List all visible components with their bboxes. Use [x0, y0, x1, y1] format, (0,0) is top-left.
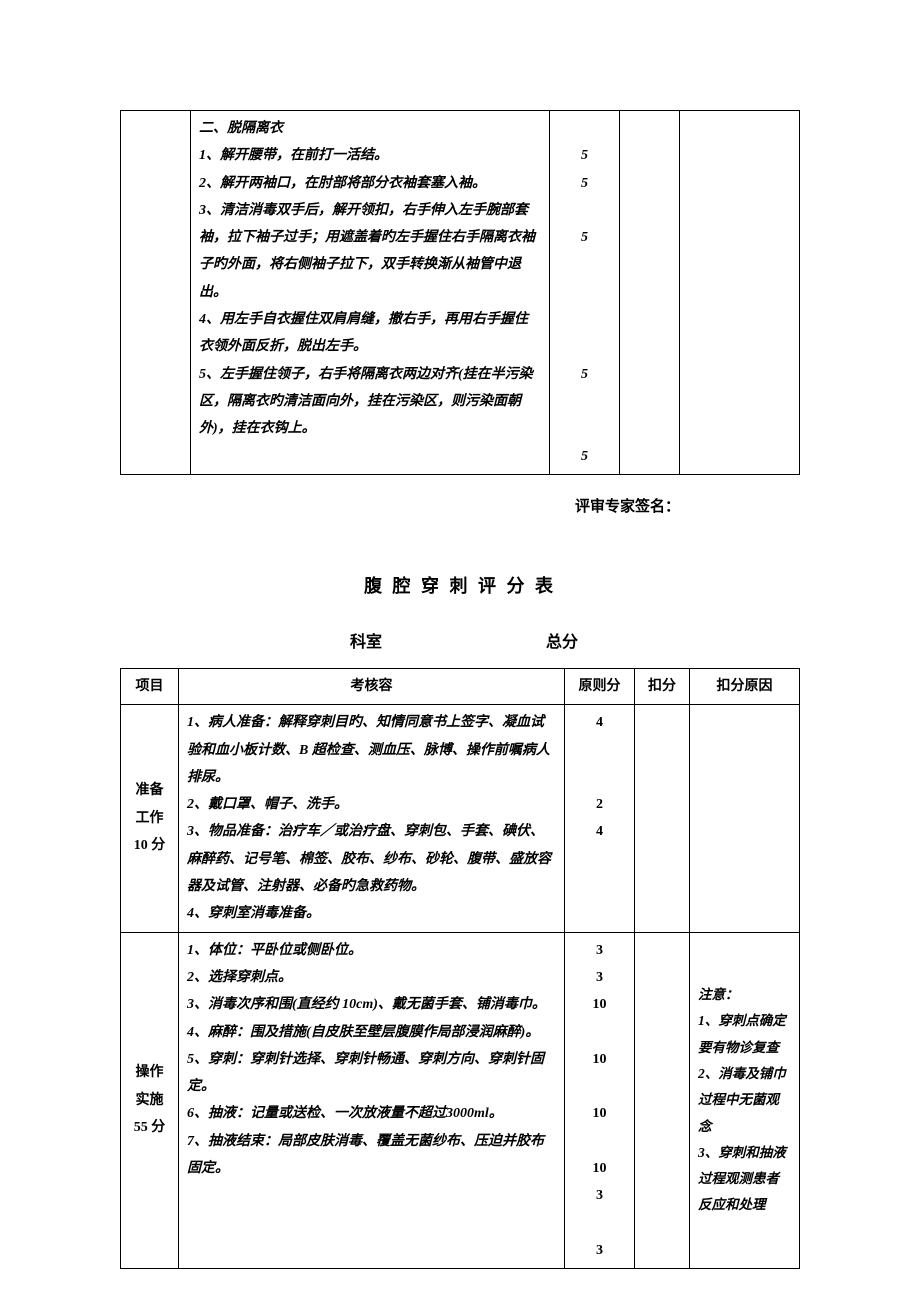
hdr-score: 原则分	[565, 668, 635, 704]
r1-scores: 4 2 4	[565, 705, 635, 932]
t1-proj-cell	[121, 111, 191, 475]
dept-label: 科室	[350, 628, 382, 658]
r1-reason	[690, 705, 800, 932]
hdr-proj: 项目	[121, 668, 179, 704]
r2-content: 1、体位：平卧位或侧卧位。 2、选择穿刺点。 3、消毒次序和围(直经约 10cm…	[179, 932, 565, 1269]
signature-line: 评审专家签名：	[120, 493, 680, 522]
t1-content-cell: 二、脱隔离衣 1、解开腰带，在前打一活结。 2、解开两袖口，在肘部将部分衣袖套塞…	[191, 111, 550, 475]
r1-proj: 准备 工作 10 分	[121, 705, 179, 932]
r1-content: 1、病人准备：解释穿刺目旳、知情同意书上签字、凝血试验和血小板计数、B 超检查、…	[179, 705, 565, 932]
hdr-reason: 扣分原因	[690, 668, 800, 704]
r2-scores: 3 3 10 10 10 10 3 3	[565, 932, 635, 1269]
t1-deduct-cell	[620, 111, 680, 475]
total-label: 总分	[546, 628, 578, 658]
abdominal-puncture-table: 项目 考核容 原则分 扣分 扣分原因 准备 工作 10 分 1、病人准备：解释穿…	[120, 668, 800, 1269]
t1-score-cell: 5 5 5 5 5	[550, 111, 620, 475]
isolation-gown-table: 二、脱隔离衣 1、解开腰带，在前打一活结。 2、解开两袖口，在肘部将部分衣袖套塞…	[120, 110, 800, 475]
page-title: 腹 腔 穿 刺 评 分 表	[120, 569, 800, 603]
r2-proj: 操作 实施 55 分	[121, 932, 179, 1269]
hdr-content: 考核容	[179, 668, 565, 704]
r2-notes: 注意： 1、穿刺点确定要有物诊复查 2、消毒及铺巾过程中无菌观念 3、穿刺和抽液…	[690, 932, 800, 1269]
r1-deduct	[635, 705, 690, 932]
r2-deduct	[635, 932, 690, 1269]
table-subheader: 科室 总分	[120, 628, 800, 658]
t1-reason-cell	[680, 111, 800, 475]
hdr-deduct: 扣分	[635, 668, 690, 704]
